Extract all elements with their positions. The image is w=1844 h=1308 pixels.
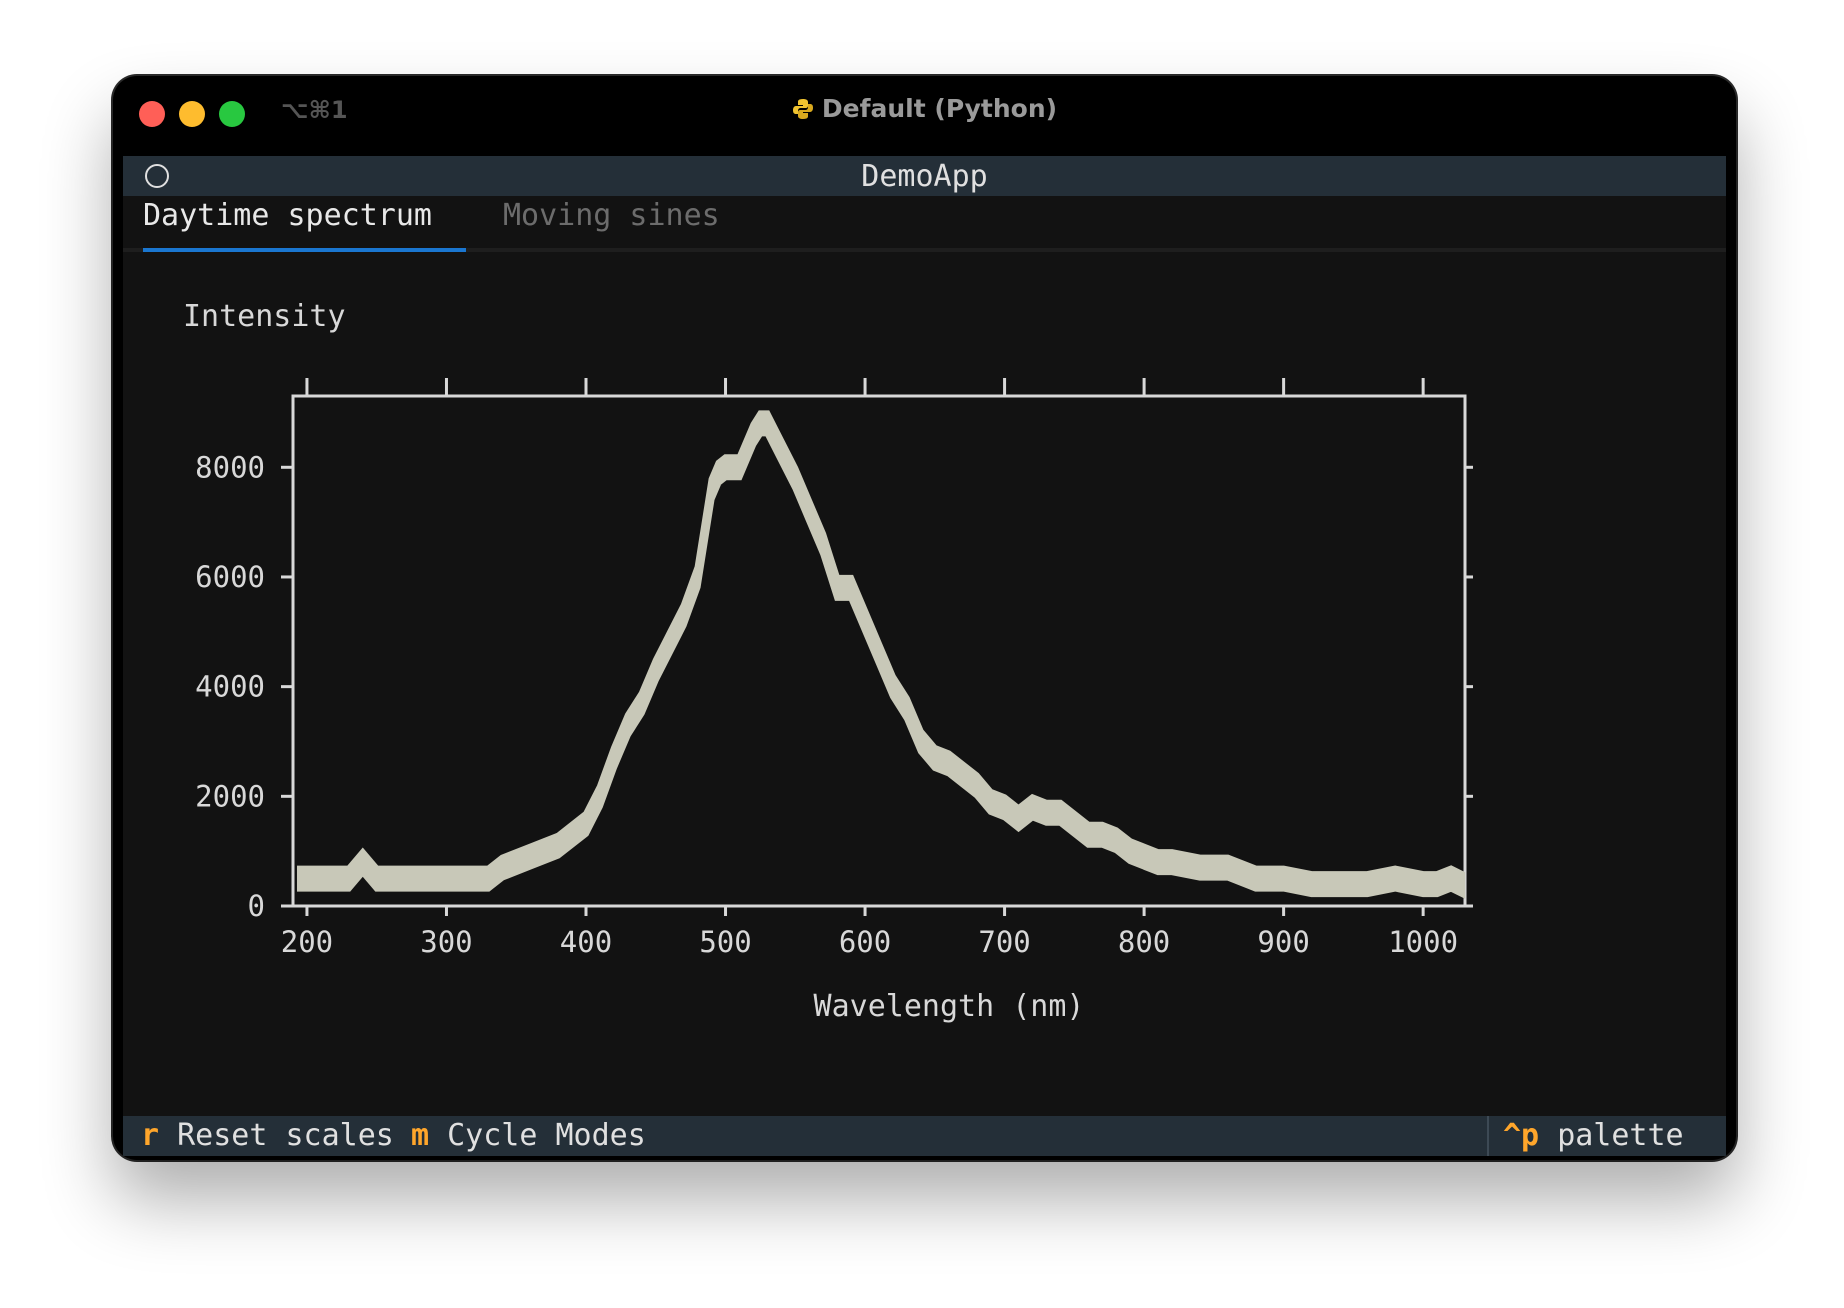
footer-label-palette: palette [1557, 1118, 1684, 1153]
x-axis-label: Wavelength (nm) [814, 989, 1085, 1024]
x-tick-label-500: 500 [699, 925, 751, 959]
footer-binding-palette[interactable]: ^p palette [1503, 1116, 1684, 1156]
footer-bar: r Reset scales m Cycle Modes ^p palette [123, 1116, 1726, 1156]
minimize-window-button[interactable] [179, 101, 205, 127]
window-shortcut: ⌥⌘1 [281, 96, 348, 124]
app-title: DemoApp [861, 159, 988, 194]
x-tick-label-400: 400 [560, 925, 612, 959]
x-tick-label-800: 800 [1118, 925, 1170, 959]
x-tick-label-900: 900 [1257, 925, 1309, 959]
footer-key-r: r [141, 1118, 160, 1153]
maximize-window-button[interactable] [219, 101, 245, 127]
app-header-icon[interactable] [145, 164, 169, 188]
tab-daytime-spectrum[interactable]: Daytime spectrum [143, 198, 432, 233]
close-window-button[interactable] [139, 101, 165, 127]
footer-separator [1487, 1116, 1489, 1156]
active-tab-underline [143, 248, 466, 252]
window-title: Default (Python) [821, 94, 1058, 123]
x-tick-label-300: 300 [420, 925, 472, 959]
window-title-container: Default (Python) [113, 94, 1736, 123]
y-tick-label-0: 0 [248, 889, 265, 923]
footer-binding-reset[interactable]: r Reset scales [141, 1116, 394, 1156]
x-tick-label-1000: 1000 [1388, 925, 1458, 959]
x-tick-label-200: 200 [281, 925, 333, 959]
y-tick-label-4000: 4000 [195, 670, 265, 704]
tab-bar-divider [123, 248, 1726, 252]
terminal-window: ⌥⌘1 Default (Python) DemoApp Daytime spe… [113, 76, 1736, 1160]
plot-frame [291, 394, 1467, 908]
tab-moving-sines[interactable]: Moving sines [503, 198, 720, 233]
y-tick-label-8000: 8000 [195, 450, 265, 484]
footer-label-modes: Cycle Modes [447, 1118, 646, 1153]
window-titlebar: ⌥⌘1 Default (Python) [113, 76, 1736, 156]
x-tick-label-700: 700 [978, 925, 1030, 959]
spectrum-series [296, 410, 1466, 899]
x-tick-label-600: 600 [839, 925, 891, 959]
spectrum-chart: 200 300 400 500 600 700 800 900 1000 0 2000 4000 600… [183, 299, 1473, 1024]
footer-label-reset: Reset scales [177, 1118, 394, 1153]
python-icon [792, 99, 813, 119]
footer-key-palette: ^p [1503, 1118, 1540, 1153]
y-tick-label-2000: 2000 [195, 779, 265, 813]
terminal-content: DemoApp Daytime spectrum Moving sines 20… [123, 156, 1726, 1156]
app-header: DemoApp [123, 156, 1726, 196]
footer-binding-modes[interactable]: m Cycle Modes [411, 1116, 646, 1156]
y-axis-label: Intensity [183, 299, 346, 334]
footer-key-m: m [411, 1118, 430, 1153]
y-tick-label-6000: 6000 [195, 560, 265, 594]
